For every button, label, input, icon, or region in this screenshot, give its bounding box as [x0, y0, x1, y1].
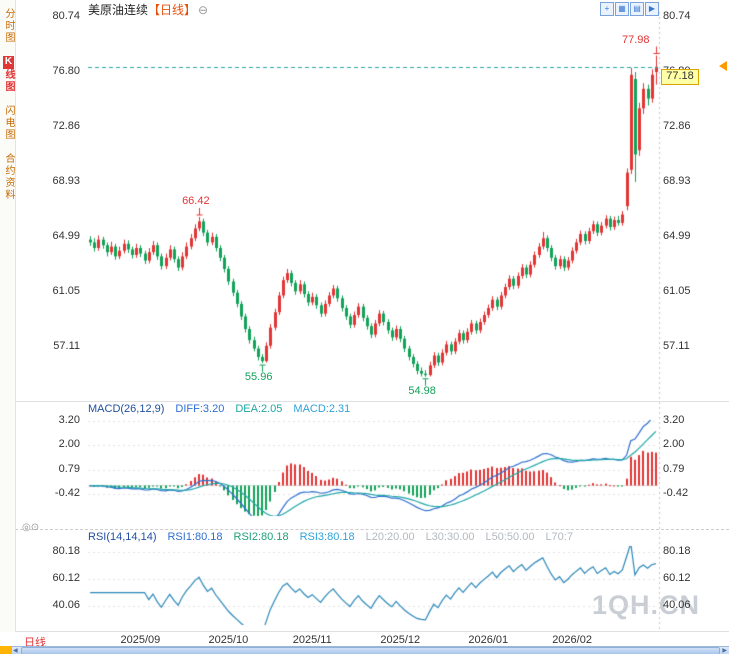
k-badge: K	[3, 56, 14, 69]
rsi3-value: RSI3:80.18	[299, 531, 355, 543]
panel-divider	[15, 631, 729, 632]
price-arrow-marker	[719, 60, 727, 71]
collapse-icon[interactable]: ⊖	[198, 3, 209, 17]
macd-legend: MACD(26,12,9) DIFF:3.20 DEA:2.05 MACD:2.31	[88, 403, 361, 415]
sidebar-item-lightning[interactable]: 闪电图	[3, 105, 14, 141]
rsi-l30-label: L30:30.00	[425, 531, 475, 543]
horizontal-scrollbar[interactable]: ◀ ▶	[12, 646, 729, 654]
macd-dea-value: DEA:2.05	[235, 403, 283, 415]
rsi-legend: RSI(14,14,14) RSI1:80.18 RSI2:80.18 RSI3:80…	[88, 531, 584, 543]
next-page-icon[interactable]: ▶	[645, 2, 659, 16]
sidebar-item-kline[interactable]: K线图	[3, 56, 14, 93]
rsi-l20-label: L20:20.00	[365, 531, 415, 543]
rsi-name-label: RSI(14,14,14)	[88, 531, 157, 543]
period-label: 【日线】	[148, 3, 197, 17]
grid-chart-icon[interactable]: ▦	[615, 2, 629, 16]
indicator-toggle-icon[interactable]: ◎⊙	[22, 522, 40, 533]
list-chart-icon[interactable]: ▤	[630, 2, 644, 16]
panel-divider	[15, 529, 729, 530]
scroll-left-icon[interactable]: ◀	[13, 648, 18, 654]
panel-divider	[15, 401, 729, 402]
instrument-title: 美原油连续	[88, 3, 149, 17]
scrollbar-corner-box	[0, 646, 12, 654]
zoom-in-icon[interactable]: +	[600, 2, 614, 16]
rsi-l50-label: L50:50.00	[485, 531, 535, 543]
chart-type-sidebar: 分时图 K线图 闪电图 合约资料	[0, 0, 16, 632]
chart-header: 美原油连续【日线】 ⊖	[88, 1, 208, 18]
scroll-right-icon[interactable]: ▶	[722, 648, 727, 654]
macd-diff-value: DIFF:3.20	[175, 403, 225, 415]
scrollbar-thumb[interactable]	[21, 647, 720, 654]
rsi2-value: RSI2:80.18	[233, 531, 289, 543]
sidebar-item-contract-info[interactable]: 合约资料	[3, 153, 14, 201]
macd-bar-value: MACD:2.31	[293, 403, 351, 415]
rsi1-value: RSI1:80.18	[167, 531, 223, 543]
rsi-l70-label: L70:7	[545, 531, 573, 543]
last-price-badge: 77.18	[661, 68, 699, 85]
macd-name-label: MACD(26,12,9)	[88, 403, 165, 415]
sidebar-item-timeshare[interactable]: 分时图	[3, 8, 14, 44]
